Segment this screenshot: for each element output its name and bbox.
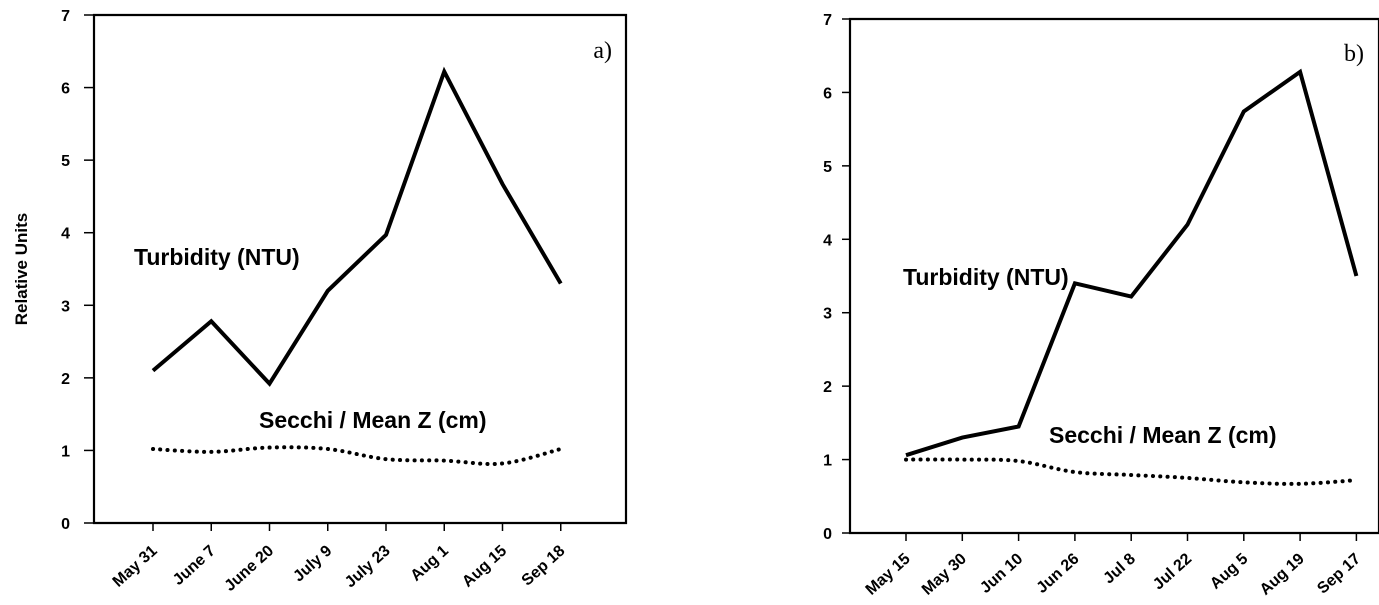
y-tick-label: 3 <box>823 306 832 323</box>
chart-panel-b: 0 1 2 3 4 5 6 7 May 15 May 30 Jun 10 Jun 26 Jul 8 Jul… <box>823 12 1379 599</box>
y-tick-label: 2 <box>61 371 70 388</box>
x-tick-label: Jun 10 <box>977 550 1026 597</box>
x-tick-label: Aug 5 <box>1207 550 1251 592</box>
y-tick-label: 1 <box>823 453 832 470</box>
x-tick-label: July 9 <box>290 542 335 585</box>
x-tick-label: Jul 8 <box>1100 550 1139 587</box>
x-tick-label: May 30 <box>919 550 970 598</box>
y-tick-label: 0 <box>61 516 70 533</box>
series-label-0: Turbidity (NTU) <box>903 264 1069 290</box>
y-tick-label: 7 <box>61 8 70 25</box>
x-tick-label: Aug 15 <box>459 542 510 590</box>
x-tick-label: Aug 19 <box>1257 550 1308 598</box>
y-tick-label: 0 <box>823 526 832 543</box>
y-tick-label: 3 <box>61 298 70 315</box>
y-tick-label: 1 <box>61 443 70 460</box>
y-tick-label: 4 <box>823 232 832 249</box>
series-line-1 <box>904 457 1359 486</box>
series-label-1: Secchi / Mean Z (cm) <box>259 407 487 433</box>
x-tick-label: July 23 <box>342 542 394 591</box>
x-tick-label: June 7 <box>170 542 219 589</box>
y-tick-label: 6 <box>61 81 70 98</box>
series-line-0 <box>151 66 563 387</box>
y-tick-label: 5 <box>61 153 70 170</box>
y-tick-label: 7 <box>823 12 832 29</box>
x-tick-label: Sep 18 <box>519 542 569 589</box>
series-label-1: Secchi / Mean Z (cm) <box>1049 422 1277 448</box>
x-tick-label: June 20 <box>222 542 278 595</box>
x-tick-label: Jun 26 <box>1034 550 1083 597</box>
panel-label: a) <box>593 38 612 64</box>
plot-area-frame <box>848 17 1379 535</box>
x-tick-label: Sep 17 <box>1314 550 1364 597</box>
plot-area-frame <box>92 13 628 525</box>
series-line-1 <box>151 445 563 466</box>
series-line-0 <box>905 68 1359 458</box>
panel-label: b) <box>1344 41 1364 67</box>
y-tick-label: 6 <box>823 85 832 102</box>
x-tick-label: May 31 <box>110 542 161 590</box>
y-tick-label: 4 <box>61 226 70 243</box>
x-tick-label: May 15 <box>863 550 914 598</box>
y-axis-label: Relative Units <box>12 213 31 325</box>
x-tick-label: Aug 1 <box>408 542 452 584</box>
y-tick-label: 2 <box>823 379 832 396</box>
series-label-0: Turbidity (NTU) <box>134 244 300 270</box>
chart-panel-a: 0 1 2 3 4 5 6 7 May 31 June 7 June 20 July 9 July 23… <box>12 8 628 595</box>
x-tick-label: Jul 22 <box>1150 550 1195 593</box>
y-tick-label: 5 <box>823 159 832 176</box>
